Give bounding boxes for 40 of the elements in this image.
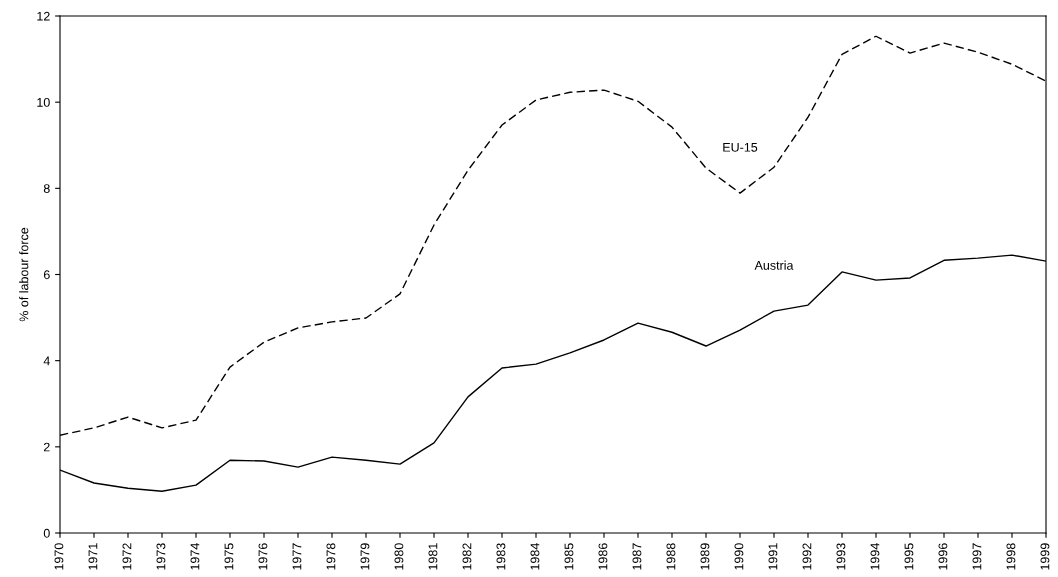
x-tick-label: 1990 xyxy=(734,543,744,570)
x-tick-label: 1972 xyxy=(122,543,132,570)
y-tick-label: 6 xyxy=(43,270,50,280)
text: Austria xyxy=(754,260,794,270)
x-tick-label: 1976 xyxy=(258,543,268,570)
y-tick-label: 12 xyxy=(37,11,50,21)
x-tick-label: 1974 xyxy=(190,543,200,570)
x-tick-label: 1991 xyxy=(768,543,778,570)
y-tick-label: 8 xyxy=(43,184,50,193)
x-tick-label: 1978 xyxy=(326,543,336,570)
x-tick-label: 1993 xyxy=(836,543,846,570)
x-tick-label: 1980 xyxy=(394,543,404,570)
x-tick-label: 1992 xyxy=(802,543,812,570)
x-tick-label: 1996 xyxy=(938,543,948,570)
series-label: EU-15 xyxy=(723,142,758,152)
x-tick-label: 1999 xyxy=(1040,543,1050,570)
x-tick-label: 1983 xyxy=(496,543,506,570)
x-tick-label: 1975 xyxy=(224,543,234,570)
x-tick-label: 1977 xyxy=(292,543,302,570)
x-tick-label: 1970 xyxy=(54,543,64,570)
y-tick-label: 10 xyxy=(37,97,50,107)
y-tick-label: 2 xyxy=(43,442,50,452)
x-tick-label: 1973 xyxy=(156,543,166,570)
x-tick-label: 1994 xyxy=(870,543,880,570)
x-tick-label: 1979 xyxy=(360,543,370,570)
x-tick-label: 1971 xyxy=(88,543,98,570)
x-tick-label: 1989 xyxy=(700,543,710,570)
y-axis-title: % of labour force xyxy=(19,227,29,322)
x-tick-label: 1988 xyxy=(666,543,676,570)
y-tick-label: 4 xyxy=(43,356,50,366)
x-tick-label: 1981 xyxy=(428,543,438,570)
x-tick-label: 1984 xyxy=(530,543,540,570)
x-tick-label: 1985 xyxy=(564,543,574,570)
x-tick-label: 1995 xyxy=(904,543,914,570)
y-tick-label: 0 xyxy=(43,528,50,538)
x-tick-label: 1997 xyxy=(972,543,982,570)
x-tick-label: 1987 xyxy=(632,543,642,570)
x-tick-label: 1982 xyxy=(462,543,472,570)
x-tick-label: 1986 xyxy=(598,543,608,570)
x-tick-label: 1998 xyxy=(1006,543,1016,570)
